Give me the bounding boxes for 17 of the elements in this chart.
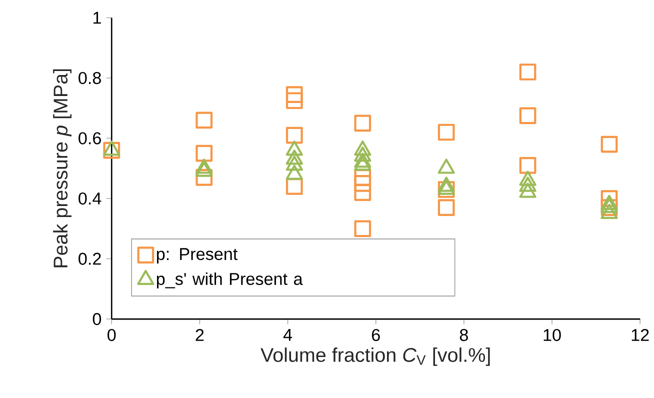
legend-label: p_s' with Present a — [156, 272, 303, 288]
y-tick-label: 1 — [93, 12, 101, 24]
x-tick-label: 12 — [632, 328, 649, 341]
y-tick-label: 0.4 — [78, 192, 102, 205]
x-tick-label: 4 — [283, 328, 292, 341]
y-tick-label: 0.2 — [78, 252, 101, 265]
x-tick-label: 0 — [108, 328, 116, 342]
legend-label: p: Present — [156, 248, 238, 264]
x-tick-label: 2 — [196, 328, 204, 341]
y-tick-label: 0.8 — [78, 72, 101, 84]
x-tick-label: 6 — [372, 328, 380, 342]
y-tick-label: 0 — [92, 312, 102, 326]
y-axis-title: Peak pressure p [MPa] — [53, 69, 72, 268]
x-tick-label: 8 — [460, 328, 468, 342]
y-tick-label: 0.6 — [78, 132, 101, 144]
x-axis-title: Volume fraction C$_{V}$ [vol.%] — [260, 347, 490, 366]
x-tick-label: 10 — [544, 328, 561, 342]
